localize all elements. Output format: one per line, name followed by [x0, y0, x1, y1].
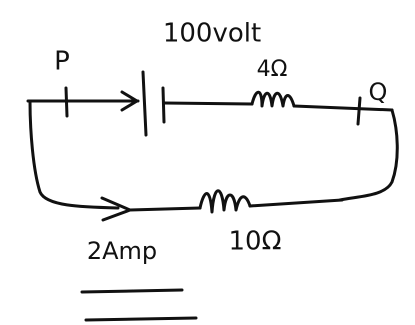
node-p-tick [66, 88, 67, 116]
underline [82, 290, 182, 292]
underline [86, 318, 196, 320]
wire-right [340, 110, 397, 200]
resistor-10 [200, 191, 250, 212]
resistor-4-label: 4Ω [257, 57, 288, 82]
node-q-tick [358, 98, 360, 124]
wire-top-end [294, 106, 392, 110]
circuit-diagram: 100volt P Q 4Ω 10Ω 2Amp [0, 0, 415, 325]
wire-bottom-right [250, 200, 342, 206]
node-q-label: Q [369, 78, 388, 106]
wire-top-right [164, 103, 252, 104]
wire-bottom [130, 208, 200, 210]
battery-short-plate [163, 88, 164, 122]
current-label: 2Amp [87, 237, 157, 265]
resistor-4 [252, 92, 294, 106]
wire-left [30, 101, 118, 208]
page: 100volt P Q 4Ω 10Ω 2Amp (() => { const d… [0, 0, 415, 325]
resistor-10-label: 10Ω [229, 227, 282, 257]
battery-label: 100volt [163, 19, 261, 49]
node-p-label: P [54, 47, 70, 77]
battery-long-plate [143, 72, 146, 135]
